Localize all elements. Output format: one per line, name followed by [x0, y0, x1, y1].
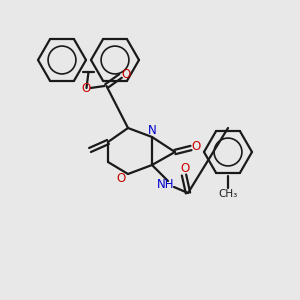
Text: O: O	[191, 140, 201, 154]
Text: CH₃: CH₃	[218, 189, 238, 199]
Text: O: O	[180, 163, 190, 176]
Text: NH: NH	[157, 178, 175, 191]
Text: O: O	[121, 68, 130, 80]
Text: O: O	[82, 82, 91, 94]
Text: N: N	[148, 124, 156, 137]
Text: O: O	[116, 172, 126, 184]
